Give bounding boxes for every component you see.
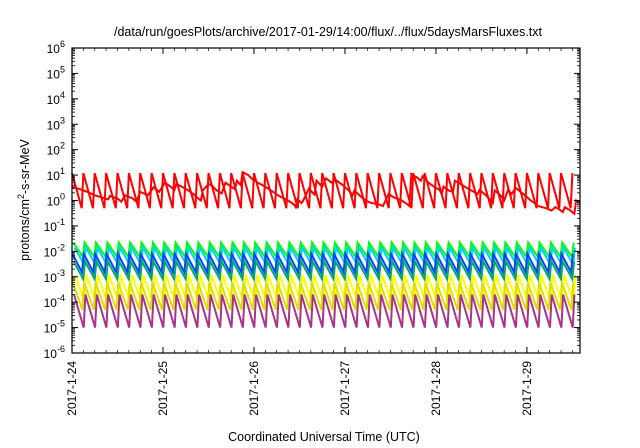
x-tick-label: 2017-1-27 [338,361,352,416]
y-tick-label: 104 [47,90,65,107]
series-line [71,170,581,216]
x-axis-label: Coordinated Universal Time (UTC) [228,430,420,444]
y-tick-label: 103 [47,115,65,132]
x-tick-label: 2017-1-28 [429,361,443,416]
y-tick-label: 10-5 [44,319,65,336]
series-envelope-line [73,274,577,303]
y-tick-label: 105 [47,64,65,81]
y-tick-label: 10-3 [44,268,65,285]
x-tick-label: 2017-1-25 [156,361,170,416]
y-tick-label: 10-4 [44,293,65,310]
y-tick-label: 10-2 [44,242,65,259]
y-tick-label: 102 [47,141,65,158]
y-tick-label: 100 [47,192,65,209]
y-tick-label: 10-6 [44,344,65,361]
x-tick-label: 2017-1-26 [247,361,261,416]
x-tick-label: 2017-1-29 [520,361,534,416]
y-tick-label: 106 [47,39,65,56]
series-envelope-line [71,172,574,209]
y-tick-label: 10-1 [44,217,65,234]
series-envelope-line [71,282,575,311]
y-axis: 10-6 10-5 10-4 10-3 10-2 10-1 100 101 102 103 104 1… [44,39,580,361]
plot-lines [71,170,581,328]
x-tick-label: 2017-1-24 [65,361,79,416]
series-envelope-line [73,294,576,328]
series-envelope-line [71,250,574,276]
y-axis-label: protons/cm2-s-sr-MeV [16,138,32,260]
x-axis: 2017-1-24 2017-1-25 2017-1-26 2017-1-27 2017… [65,48,573,416]
chart-title: /data/run/goesPlots/archive/2017-01-29/1… [114,25,543,39]
series-envelope-line [72,258,576,283]
y-tick-label: 101 [47,166,65,183]
